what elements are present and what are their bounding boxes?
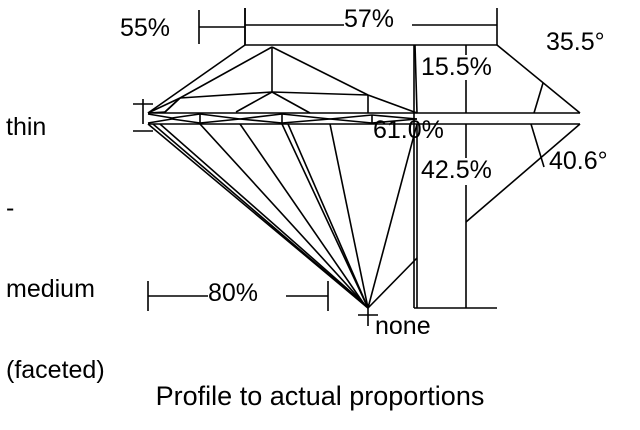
label-crown-height: 15.5% <box>421 53 492 81</box>
girdle-desc-line-3: medium <box>6 275 95 303</box>
label-total-depth: 61.0% <box>373 116 444 144</box>
label-crown-angle: 35.5° <box>546 28 605 56</box>
girdle-desc-line-4: (faceted) <box>6 356 105 384</box>
label-pavilion-depth: 42.5% <box>421 156 492 184</box>
pavilion-outline <box>147 123 418 309</box>
pavilion-angle-indicator <box>465 123 581 223</box>
label-table: 57% <box>344 5 395 33</box>
dimension-lower-girdle-length <box>147 281 329 311</box>
figure-caption: Profile to actual proportions <box>155 381 485 411</box>
girdle-thickness-marker <box>133 99 153 132</box>
label-lower-girdle-length: 80% <box>208 279 259 307</box>
crown-outline <box>147 44 418 114</box>
girdle-extension-lines <box>414 112 580 309</box>
label-star-length: 55% <box>120 14 171 42</box>
label-culet: none <box>375 312 431 340</box>
girdle-desc-line-2: - <box>6 194 15 222</box>
culet-marker <box>358 304 378 326</box>
pavilion-facets <box>152 123 418 309</box>
girdle-description-block: thin - medium (faceted) 3.0% <box>6 60 105 430</box>
crown-facets <box>147 46 418 114</box>
dimension-table <box>244 8 498 45</box>
crown-angle-indicator <box>496 44 581 114</box>
label-pavilion-angle: 40.6° <box>549 147 608 175</box>
girdle-desc-line-1: thin <box>6 113 47 141</box>
dimension-star-length <box>198 8 246 45</box>
